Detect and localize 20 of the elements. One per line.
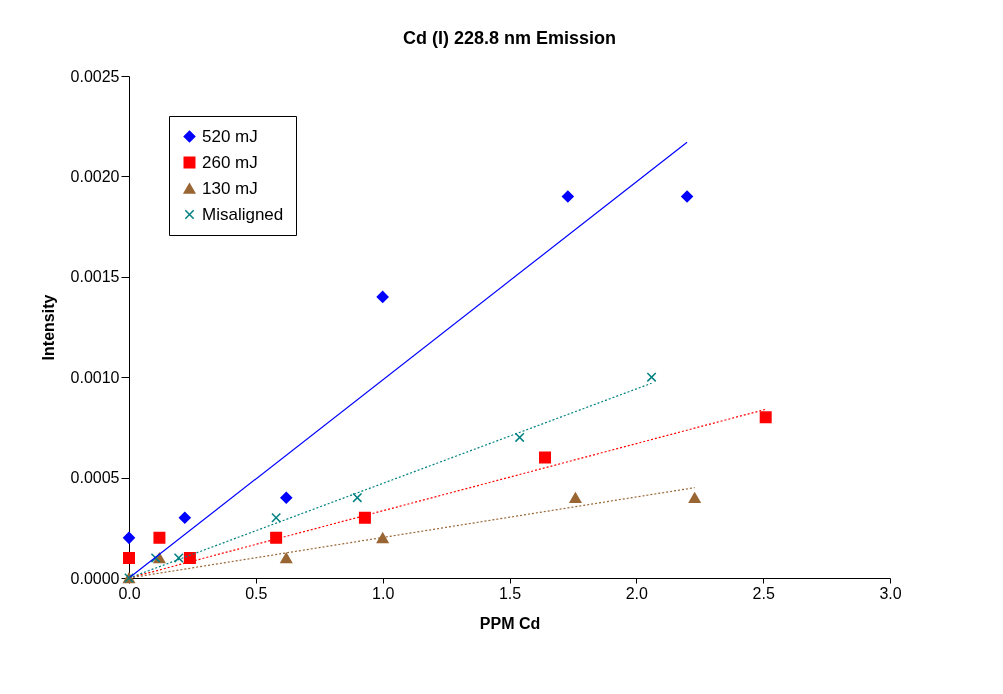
y-tick-label: 0.0000 <box>70 569 120 587</box>
y-tick-label: 0.0005 <box>70 469 120 487</box>
x-tick-label: 2.5 <box>752 584 775 602</box>
x-tick-label: 0.0 <box>118 584 141 602</box>
x-tick-label: 2.0 <box>625 584 649 602</box>
legend-label: Misaligned <box>202 204 284 224</box>
y-tick-label: 0.0015 <box>70 268 120 286</box>
legend-label: 260 mJ <box>202 152 258 172</box>
y-axis-title: Intensity <box>39 294 57 361</box>
y-tick-label: 0.0025 <box>70 67 120 85</box>
chart-title: Cd (I) 228.8 nm Emission <box>402 28 617 48</box>
x-tick-label: 3.0 <box>879 584 902 602</box>
legend-label: 130 mJ <box>202 178 258 198</box>
x-tick-label: 0.5 <box>245 584 268 602</box>
x-tick-label: 1.0 <box>372 584 395 602</box>
y-tick-label: 0.0020 <box>70 167 120 185</box>
x-tick-label: 1.5 <box>498 584 522 602</box>
x-axis-title: PPM Cd <box>479 614 541 632</box>
y-tick-label: 0.0010 <box>70 368 120 386</box>
legend-label: 520 mJ <box>202 126 258 146</box>
